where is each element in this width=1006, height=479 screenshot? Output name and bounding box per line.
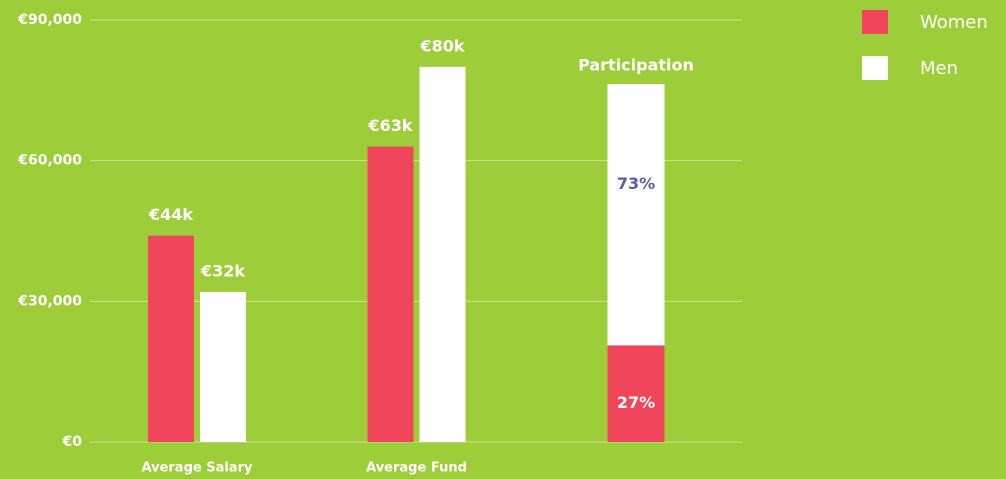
- legend-swatch: [862, 10, 888, 34]
- x-tick-label: Average Salary: [142, 461, 253, 476]
- stack-segment: [607, 84, 665, 346]
- value-label: €80k: [419, 36, 464, 55]
- stack-segment: [607, 345, 665, 442]
- value-label: 73%: [617, 174, 655, 193]
- bar: [367, 146, 414, 442]
- value-label: 27%: [617, 393, 655, 412]
- value-label: €63k: [367, 116, 412, 135]
- legend-label: Men: [920, 58, 958, 79]
- value-label: €32k: [200, 261, 245, 280]
- y-tick-label: €0: [62, 434, 83, 450]
- y-tick-label: €60,000: [17, 153, 82, 169]
- bar: [200, 291, 246, 442]
- bar: [419, 66, 466, 442]
- value-label: €44k: [148, 205, 193, 224]
- y-tick-label: €30,000: [17, 293, 82, 309]
- x-tick-label: Average Fund: [366, 461, 467, 476]
- bar: [148, 235, 194, 442]
- participation-title: Participation: [578, 56, 694, 75]
- legend-swatch: [862, 56, 888, 80]
- y-tick-label: €90,000: [17, 12, 82, 28]
- legend-label: Women: [920, 12, 988, 33]
